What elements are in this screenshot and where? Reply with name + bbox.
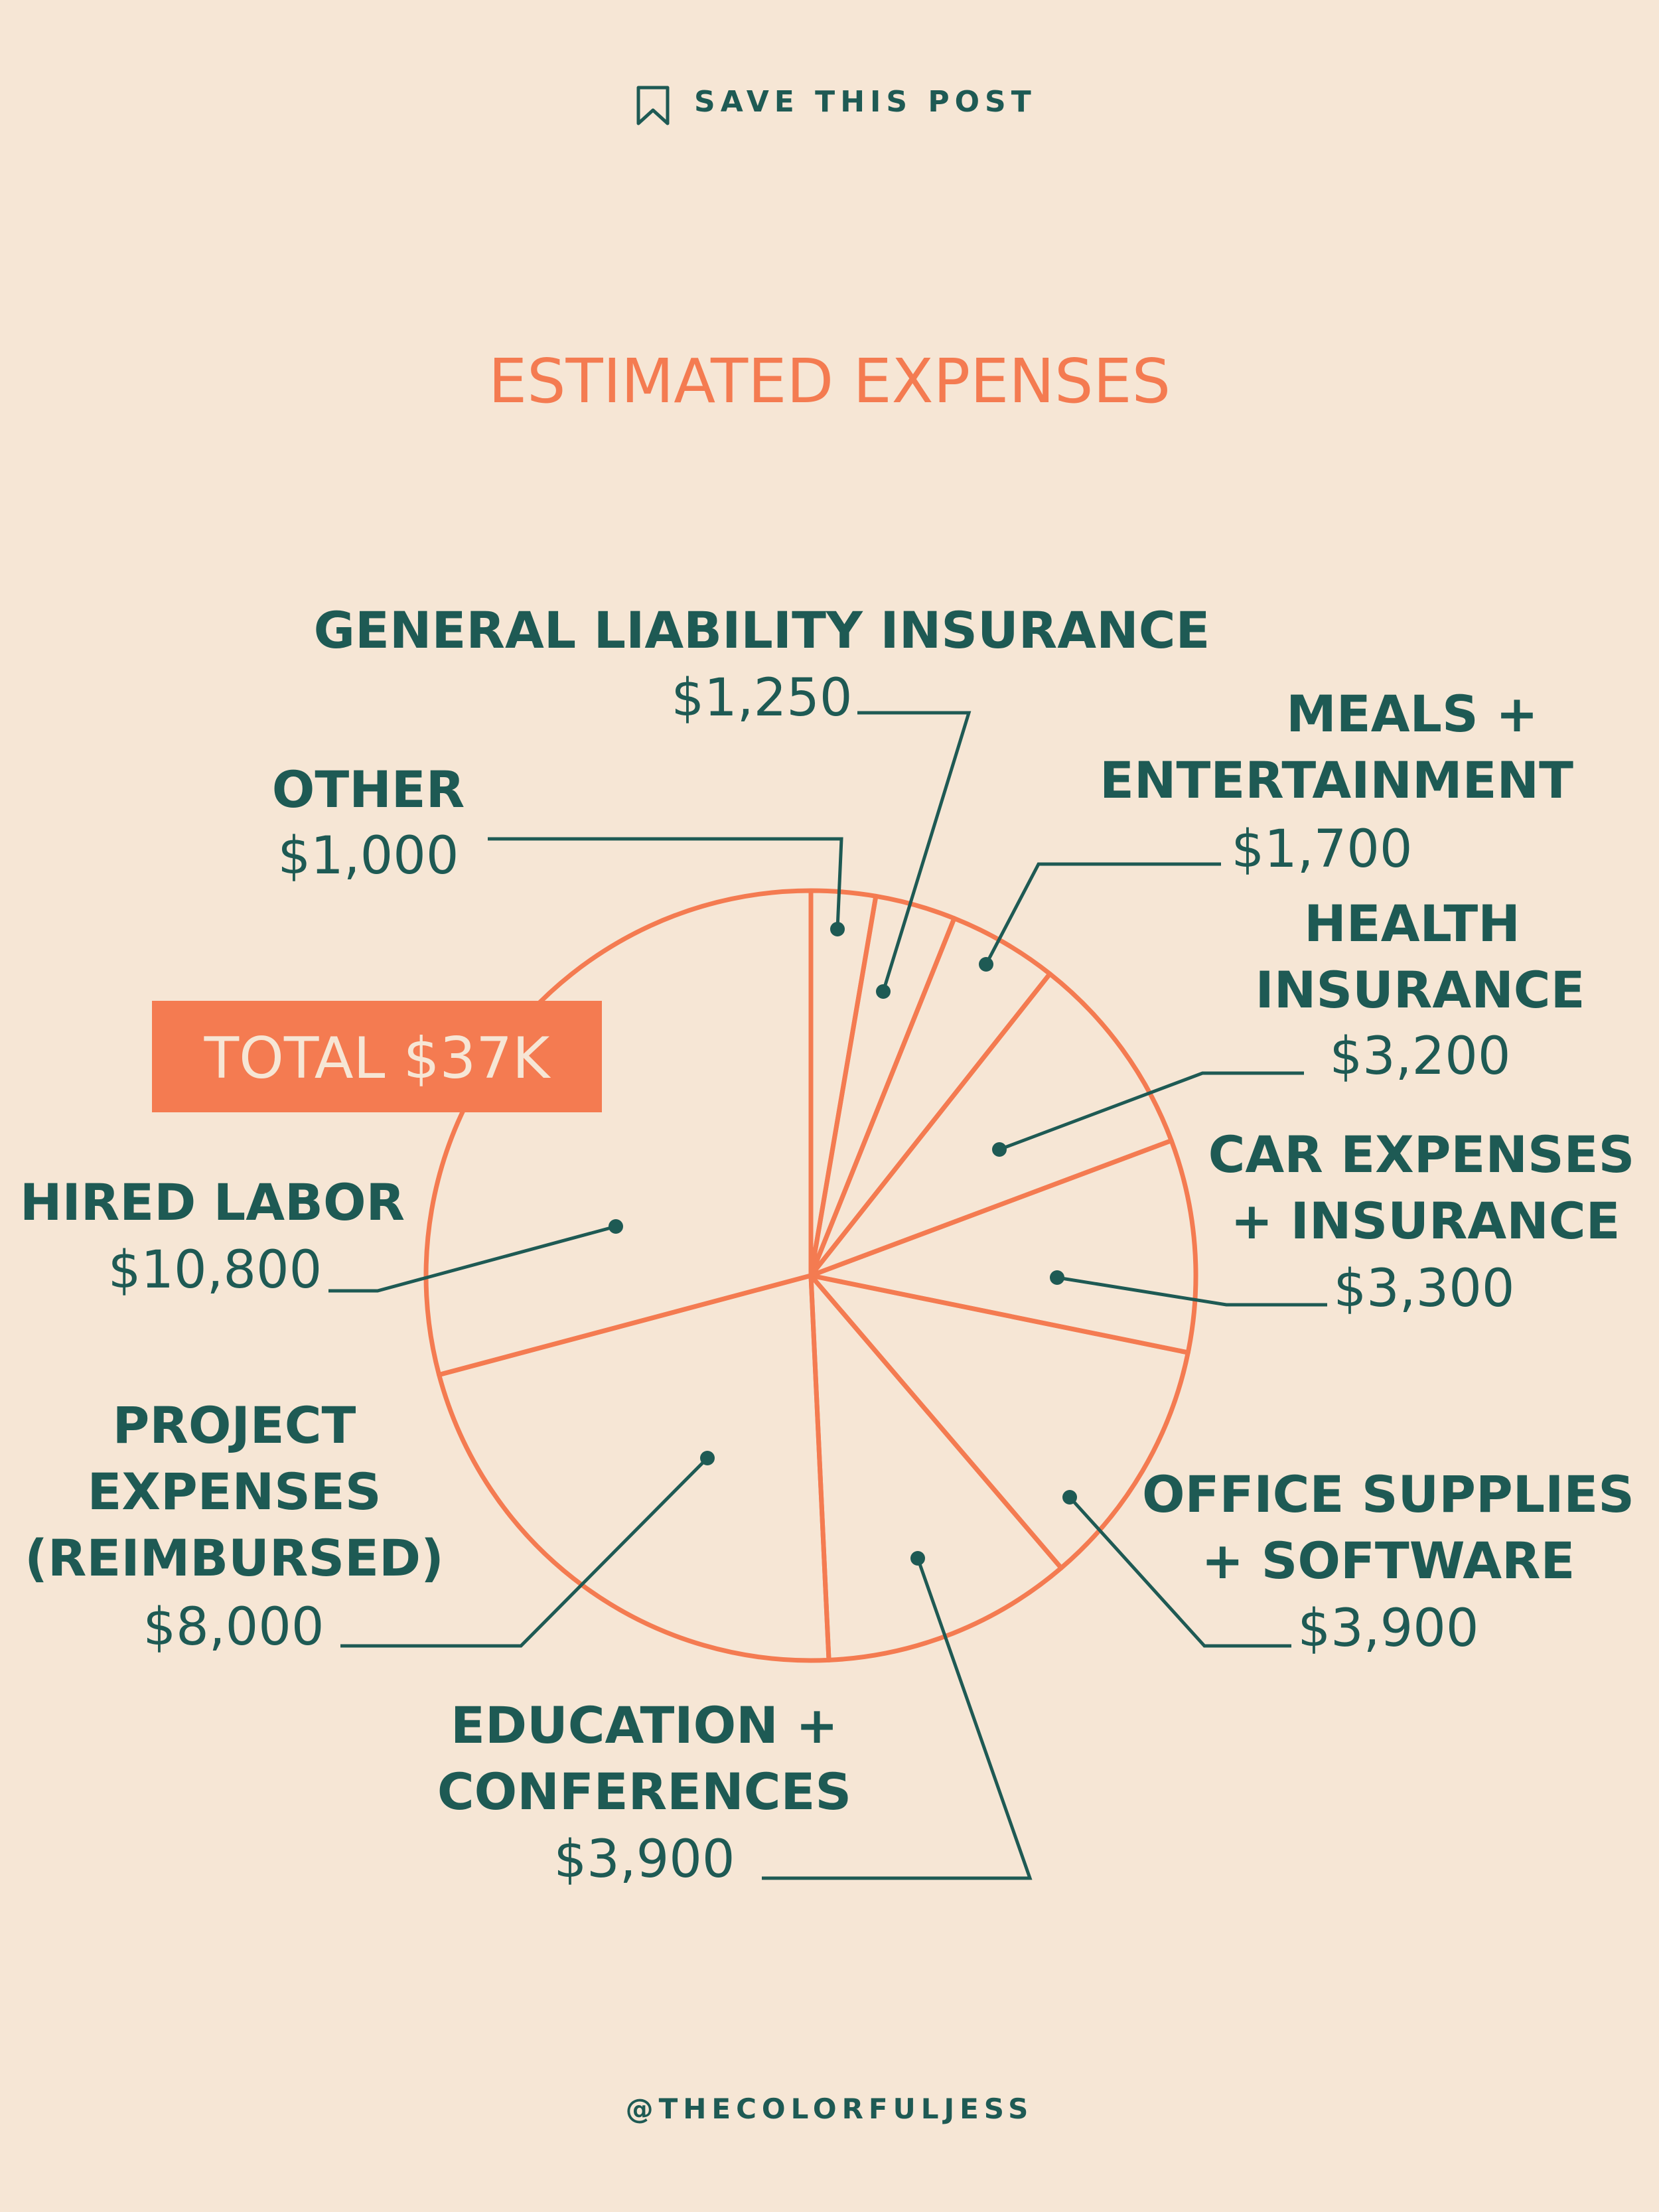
pie-slice-meals-entertainment bbox=[808, 916, 1052, 1278]
leader-line-general-liability-insurance bbox=[857, 711, 972, 992]
category-label-project-expenses-reimbursed-line-2: EXPENSES bbox=[87, 1462, 381, 1521]
total-badge: TOTAL $37K bbox=[152, 1001, 602, 1112]
category-label-other: OTHER bbox=[272, 760, 465, 819]
annotation-office-supplies-software: OFFICE SUPPLIES + SOFTWARE $3,900 bbox=[1062, 1465, 1634, 1659]
leader-line-car-expenses-insurance bbox=[1056, 1276, 1327, 1307]
category-label-office-supplies-software-line-2: + SOFTWARE bbox=[1202, 1531, 1575, 1590]
category-label-education-conferences-line-1: EDUCATION + bbox=[451, 1696, 838, 1755]
leader-dot-project-expenses-reimbursed bbox=[700, 1451, 715, 1465]
value-label-education-conferences: $3,900 bbox=[554, 1830, 735, 1889]
leader-dot-general-liability-insurance bbox=[876, 984, 891, 999]
annotation-general-liability-insurance: GENERAL LIABILITY INSURANCE $1,250 bbox=[314, 601, 1210, 999]
annotation-hired-labor: HIRED LABOR $10,800 bbox=[20, 1173, 623, 1300]
category-label-office-supplies-software-line-1: OFFICE SUPPLIES bbox=[1142, 1465, 1634, 1524]
value-label-health-insurance: $3,200 bbox=[1330, 1027, 1511, 1086]
value-label-car-expenses-insurance: $3,300 bbox=[1334, 1259, 1515, 1319]
value-label-general-liability-insurance: $1,250 bbox=[672, 668, 853, 728]
total-badge-background bbox=[152, 1001, 602, 1112]
leader-line-office-supplies-software bbox=[1068, 1496, 1291, 1648]
chart-title: ESTIMATED EXPENSES bbox=[488, 346, 1171, 417]
bookmark-icon bbox=[636, 86, 670, 125]
pie-slice-office-supplies-software bbox=[808, 1273, 1190, 1571]
category-label-health-insurance-line-1: HEALTH bbox=[1304, 894, 1520, 953]
annotation-car-expenses-insurance: CAR EXPENSES + INSURANCE $3,300 bbox=[1050, 1125, 1634, 1319]
save-post-label: SAVE THIS POST bbox=[694, 85, 1037, 119]
pie-slice-health-insurance bbox=[808, 971, 1174, 1278]
leader-line-project-expenses-reimbursed bbox=[340, 1457, 709, 1648]
leader-line-meals-entertainment bbox=[984, 862, 1221, 966]
value-label-other: $1,000 bbox=[278, 826, 459, 886]
annotation-health-insurance: HEALTH INSURANCE $3,200 bbox=[992, 894, 1585, 1157]
leader-dot-education-conferences bbox=[910, 1551, 925, 1566]
category-label-car-expenses-insurance-line-1: CAR EXPENSES bbox=[1208, 1125, 1635, 1184]
annotation-other: OTHER $1,000 bbox=[272, 760, 845, 936]
footer-handle: @THECOLORFULJESS bbox=[626, 2093, 1034, 2125]
annotation-education-conferences: EDUCATION + CONFERENCES $3,900 bbox=[437, 1551, 1033, 1889]
pie-slice-education-conferences bbox=[808, 1273, 1064, 1662]
leader-dot-other bbox=[830, 922, 845, 936]
category-label-health-insurance-line-2: INSURANCE bbox=[1256, 960, 1585, 1019]
category-label-project-expenses-reimbursed-line-1: PROJECT bbox=[113, 1396, 356, 1455]
pie-slice-project-expenses-reimbursed bbox=[437, 1273, 831, 1663]
leader-dot-office-supplies-software bbox=[1062, 1490, 1077, 1505]
pie-slice-car-expenses-insurance bbox=[808, 1138, 1198, 1355]
leader-dot-car-expenses-insurance bbox=[1050, 1270, 1064, 1285]
leader-line-health-insurance bbox=[999, 1071, 1304, 1151]
category-label-hired-labor: HIRED LABOR bbox=[20, 1173, 405, 1232]
value-label-project-expenses-reimbursed: $8,000 bbox=[143, 1597, 325, 1657]
category-label-education-conferences-line-2: CONFERENCES bbox=[437, 1762, 851, 1821]
category-label-meals-entertainment-line-2: ENTERTAINMENT bbox=[1100, 751, 1573, 810]
value-label-hired-labor: $10,800 bbox=[108, 1240, 323, 1300]
category-label-project-expenses-reimbursed-line-3: (REIMBURSED) bbox=[25, 1528, 444, 1587]
leader-line-other bbox=[488, 837, 843, 930]
total-badge-label: TOTAL $37K bbox=[204, 1025, 551, 1092]
leader-dot-health-insurance bbox=[992, 1142, 1007, 1157]
annotation-meals-entertainment: MEALS + ENTERTAINMENT $1,700 bbox=[979, 684, 1573, 972]
slice-annotations: OTHER $1,000 GENERAL LIABILITY INSURANCE $1… bbox=[20, 601, 1634, 1889]
leader-dot-hired-labor bbox=[609, 1219, 623, 1234]
leader-line-education-conferences bbox=[762, 1558, 1033, 1880]
leader-line-hired-labor bbox=[328, 1224, 616, 1293]
annotation-project-expenses-reimbursed: PROJECT EXPENSES (REIMBURSED) $8,000 bbox=[25, 1396, 715, 1657]
pie-slice-hired-labor bbox=[423, 888, 814, 1378]
leader-dot-meals-entertainment bbox=[979, 957, 993, 972]
value-label-meals-entertainment: $1,700 bbox=[1232, 820, 1413, 879]
save-post-button[interactable]: SAVE THIS POST bbox=[636, 85, 1037, 125]
category-label-meals-entertainment-line-1: MEALS + bbox=[1286, 684, 1538, 743]
value-label-office-supplies-software: $3,900 bbox=[1298, 1599, 1479, 1659]
category-label-general-liability-insurance: GENERAL LIABILITY INSURANCE bbox=[314, 601, 1210, 660]
category-label-car-expenses-insurance-line-2: + INSURANCE bbox=[1230, 1191, 1620, 1250]
